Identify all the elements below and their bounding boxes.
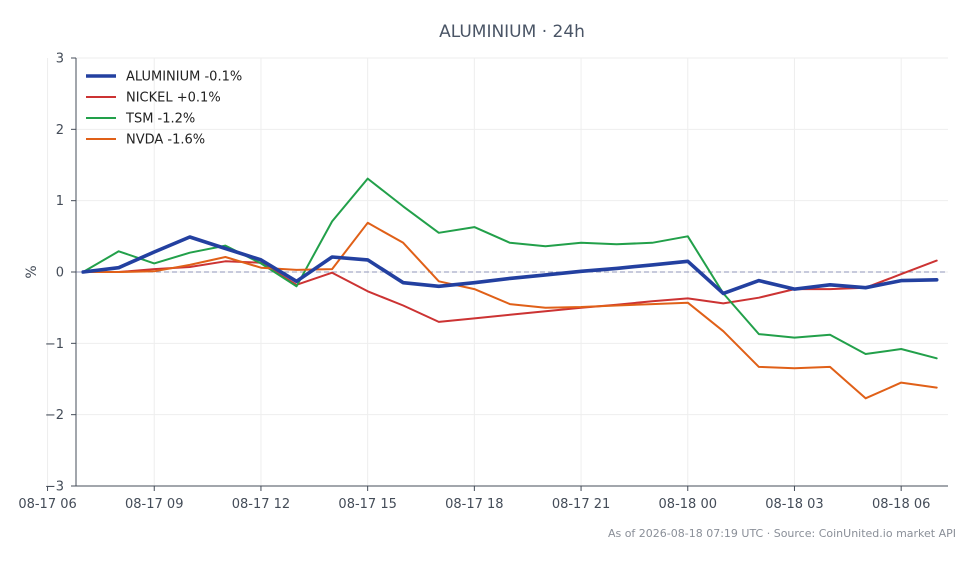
x-tick-label: 08-17 18 <box>445 497 503 512</box>
series-line-nickel <box>82 259 938 323</box>
chart-title: ALUMINIUM · 24h <box>439 22 585 42</box>
legend-label-nickel: NICKEL +0.1% <box>126 91 221 106</box>
x-axis-ticks: 08-17 06 08-17 09 08-17 12 08-17 15 08-17 18… <box>18 486 930 512</box>
series-line-aluminium <box>81 235 939 296</box>
legend-label-aluminium: ALUMINIUM -0.1% <box>126 70 242 85</box>
x-tick-label: 08-18 00 <box>659 497 717 512</box>
series-line-nvda <box>82 221 938 400</box>
legend-label-tsm: TSM -1.2% <box>125 112 195 127</box>
y-axis-label: % <box>24 265 40 278</box>
y-tick-label: 3 <box>56 52 64 67</box>
y-tick-label: 0 <box>56 266 64 281</box>
footer-source: As of 2026-08-18 07:19 UTC · Source: Coi… <box>608 527 956 540</box>
series-line-tsm <box>82 177 938 360</box>
x-tick-label: 08-17 12 <box>232 497 290 512</box>
y-tick-label: 2 <box>56 123 64 138</box>
legend-label-nvda: NVDA -1.6% <box>126 133 205 148</box>
x-tick-label: 08-17 06 <box>18 497 76 512</box>
y-axis-ticks: 3 2 1 0 −1 −2 −3 <box>45 52 76 495</box>
x-tick-label: 08-17 15 <box>338 497 396 512</box>
y-tick-label: −1 <box>45 337 64 352</box>
y-tick-label: −2 <box>45 408 64 423</box>
x-tick-label: 08-17 21 <box>552 497 610 512</box>
x-tick-label: 08-18 06 <box>872 497 930 512</box>
y-tick-label: −3 <box>45 480 64 495</box>
series-layer <box>81 177 939 400</box>
x-tick-label: 08-17 09 <box>125 497 183 512</box>
legend: ALUMINIUM -0.1% NICKEL +0.1% TSM -1.2% NVDA… <box>86 70 242 148</box>
y-tick-label: 1 <box>56 194 64 209</box>
x-tick-label: 08-18 03 <box>765 497 823 512</box>
